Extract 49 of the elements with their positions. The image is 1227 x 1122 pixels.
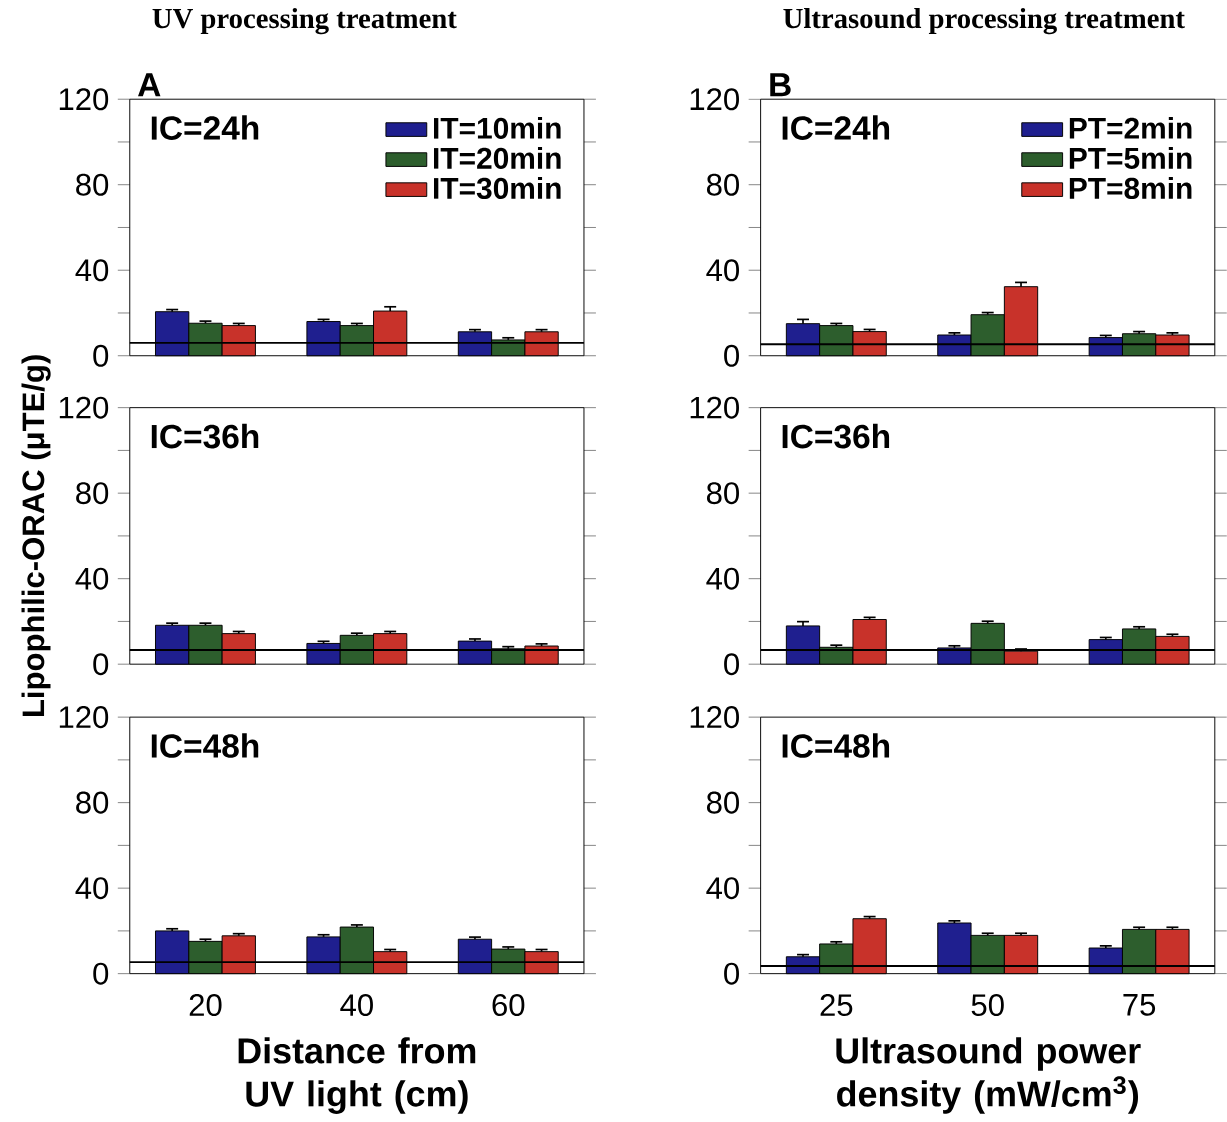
legend-label: PT=8min xyxy=(1069,177,1192,200)
y-tick-label: 0 xyxy=(724,344,739,367)
annotation: IC=48h xyxy=(782,733,890,758)
y-tick-label: 40 xyxy=(75,877,109,900)
annotation: IC=36h xyxy=(782,423,890,449)
text: A xyxy=(138,73,161,97)
annotation: IC=24h xyxy=(782,115,890,141)
y-tick-label: 80 xyxy=(76,482,109,505)
legend-label: IT=20min xyxy=(434,147,561,169)
x-axis-title: Distance from UV light (cm) xyxy=(238,1037,476,1114)
annotation: IC=48h xyxy=(151,733,259,758)
x-tick-label: 20 xyxy=(189,994,222,1017)
y-axis-title: Lipophilic-ORAC (μTE/g) xyxy=(21,355,51,717)
text: B xyxy=(770,73,791,97)
chart-title: Ultrasound processing treatment xyxy=(783,8,1185,35)
x-tick-label: 75 xyxy=(1123,994,1156,1016)
y-tick-label: 80 xyxy=(76,791,109,814)
annotation: IC=24h xyxy=(151,115,259,141)
y-tick-label: 120 xyxy=(690,396,739,419)
y-tick-label: 80 xyxy=(706,482,739,505)
y-tick-label: 80 xyxy=(706,173,739,196)
y-tick-label: 120 xyxy=(690,706,739,729)
y-tick-label: 0 xyxy=(724,962,739,985)
y-tick-label: 0 xyxy=(724,653,739,676)
y-tick-label: 40 xyxy=(75,259,109,282)
y-tick-label: 80 xyxy=(76,173,109,196)
y-tick-label: 40 xyxy=(706,567,739,590)
annotation: IC=36h xyxy=(151,423,259,449)
x-tick-label: 25 xyxy=(820,994,853,1017)
y-tick-label: 40 xyxy=(75,567,109,590)
y-tick-label: 0 xyxy=(93,653,109,676)
y-tick-label: 120 xyxy=(59,88,109,111)
y-tick-label: 120 xyxy=(690,88,739,111)
y-tick-label: 0 xyxy=(93,344,109,367)
legend-label: PT=2min xyxy=(1069,116,1192,139)
legend-label: PT=5min xyxy=(1069,147,1192,169)
legend-label: IT=30min xyxy=(434,177,561,200)
y-tick-label: 0 xyxy=(93,962,109,985)
y-tick-label: 40 xyxy=(706,259,739,282)
x-tick-label: 50 xyxy=(971,994,1004,1017)
x-tick-label: 40 xyxy=(340,994,373,1017)
x-axis-title: Ultrasound power density (mW/cm$^{3}$) xyxy=(836,1037,1141,1114)
y-tick-label: 120 xyxy=(59,396,109,419)
y-tick-label: 120 xyxy=(59,706,109,729)
y-tick-label: 80 xyxy=(706,791,739,814)
y-tick-label: 40 xyxy=(706,877,739,900)
legend-label: IT=10min xyxy=(434,116,561,139)
x-tick-label: 60 xyxy=(492,994,525,1017)
chart-title: UV processing treatment xyxy=(152,8,457,35)
